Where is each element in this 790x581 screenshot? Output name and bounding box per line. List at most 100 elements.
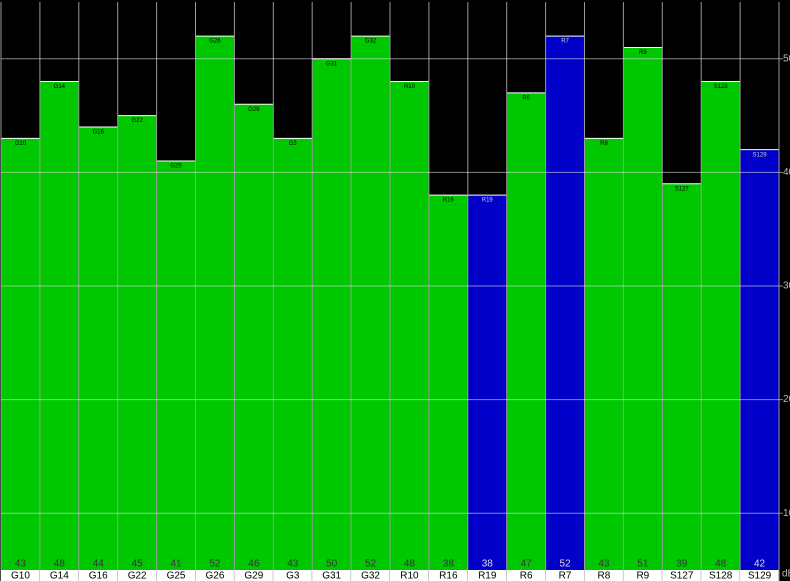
x-tick-label: G14: [50, 571, 69, 581]
y-axis-label: dB: [782, 569, 790, 580]
x-tick-label: G16: [89, 571, 108, 581]
bar-inner-label: S129: [753, 152, 768, 158]
bar: [351, 36, 390, 570]
x-tick-label: R7: [559, 571, 572, 581]
bar: [234, 104, 274, 571]
label-strip: [701, 570, 741, 581]
value-label: 43: [287, 559, 299, 570]
bar-inner-label: G3: [289, 141, 298, 147]
label-strip: [351, 570, 390, 581]
x-tick-label: S128: [709, 571, 733, 581]
label-strip: [467, 570, 507, 581]
bar-inner-label: S127: [675, 186, 690, 192]
value-label: 50: [326, 559, 338, 570]
value-label: 41: [170, 559, 182, 570]
y-tick-label: 40: [783, 167, 790, 178]
label-strip: [156, 570, 196, 581]
bar: [662, 183, 702, 570]
bar-inner-label: G14: [54, 84, 66, 90]
bar-inner-label: G32: [365, 39, 377, 45]
x-tick-label: S129: [748, 571, 772, 581]
value-label: 43: [598, 559, 610, 570]
bar: [312, 58, 352, 571]
bar-inner-label: G29: [248, 107, 260, 113]
x-tick-label: R16: [439, 571, 458, 581]
x-tick-label: G26: [205, 571, 224, 581]
bar: [195, 36, 235, 570]
bar: [273, 138, 313, 570]
label-strip: [117, 570, 157, 581]
x-tick-label: R10: [400, 571, 419, 581]
bar-inner-label: G25: [170, 164, 182, 170]
value-label: 42: [754, 559, 766, 570]
value-label: 48: [54, 559, 66, 570]
x-tick-label: G22: [128, 571, 147, 581]
bar: [117, 115, 157, 570]
value-label: 43: [15, 559, 27, 570]
y-tick-label: 20: [783, 394, 790, 405]
bar-inner-label: G10: [15, 141, 27, 147]
value-label: 45: [132, 559, 144, 570]
value-label: 46: [248, 559, 260, 570]
bar: [701, 81, 741, 571]
x-tick-label: R6: [520, 571, 533, 581]
x-tick-label: R19: [478, 571, 497, 581]
bar: [740, 149, 779, 570]
label-strip: [273, 570, 313, 581]
value-label: 48: [404, 559, 416, 570]
x-tick-label: R8: [598, 571, 611, 581]
bar-inner-label: R9: [639, 50, 647, 56]
bar: [623, 47, 663, 570]
value-label: 52: [209, 559, 221, 570]
label-strip: [506, 570, 546, 581]
value-label: 44: [93, 559, 105, 570]
x-tick-label: G10: [11, 571, 30, 581]
bar-inner-label: S128: [714, 84, 729, 90]
label-strip: [390, 570, 429, 581]
value-label: 51: [637, 559, 649, 570]
bar: [1, 138, 40, 570]
label-strip: [1, 570, 40, 581]
label-strip: [195, 570, 235, 581]
label-strip: [234, 570, 274, 581]
value-label: 38: [443, 559, 455, 570]
bar-inner-label: R8: [600, 141, 608, 147]
x-tick-label: S127: [670, 571, 694, 581]
value-label: 47: [521, 559, 533, 570]
label-strip: [545, 570, 585, 581]
x-tick-label: G25: [167, 571, 186, 581]
x-tick-label: R9: [636, 571, 649, 581]
bar-inner-label: G22: [131, 118, 143, 124]
value-label: 48: [715, 559, 727, 570]
bar: [428, 195, 468, 570]
bar: [467, 195, 507, 570]
x-tick-label: G29: [244, 571, 263, 581]
value-label: 38: [482, 559, 494, 570]
y-tick-label: 50: [783, 53, 790, 64]
label-strip: [312, 570, 352, 581]
bar-inner-label: R6: [522, 95, 530, 101]
bar-inner-label: R19: [482, 198, 494, 204]
value-label: 39: [676, 559, 688, 570]
bar: [390, 81, 429, 571]
bar-inner-label: G16: [93, 130, 105, 136]
bar-inner-label: G31: [326, 61, 338, 67]
label-strip: [623, 570, 663, 581]
y-tick-label: 30: [783, 281, 790, 292]
bar-inner-label: R16: [443, 198, 455, 204]
bar: [156, 161, 196, 571]
x-tick-label: G3: [286, 571, 300, 581]
x-tick-label: G31: [322, 571, 341, 581]
bar-inner-label: G26: [209, 39, 221, 45]
bar: [39, 81, 79, 571]
x-tick-label: G32: [361, 571, 380, 581]
y-tick-label: 10: [783, 508, 790, 519]
label-strip: [428, 570, 468, 581]
bar: [506, 92, 546, 570]
bar-inner-label: R7: [561, 39, 569, 45]
label-strip: [584, 570, 624, 581]
value-label: 52: [559, 559, 571, 570]
label-strip: [662, 570, 702, 581]
value-label: 52: [365, 559, 377, 570]
